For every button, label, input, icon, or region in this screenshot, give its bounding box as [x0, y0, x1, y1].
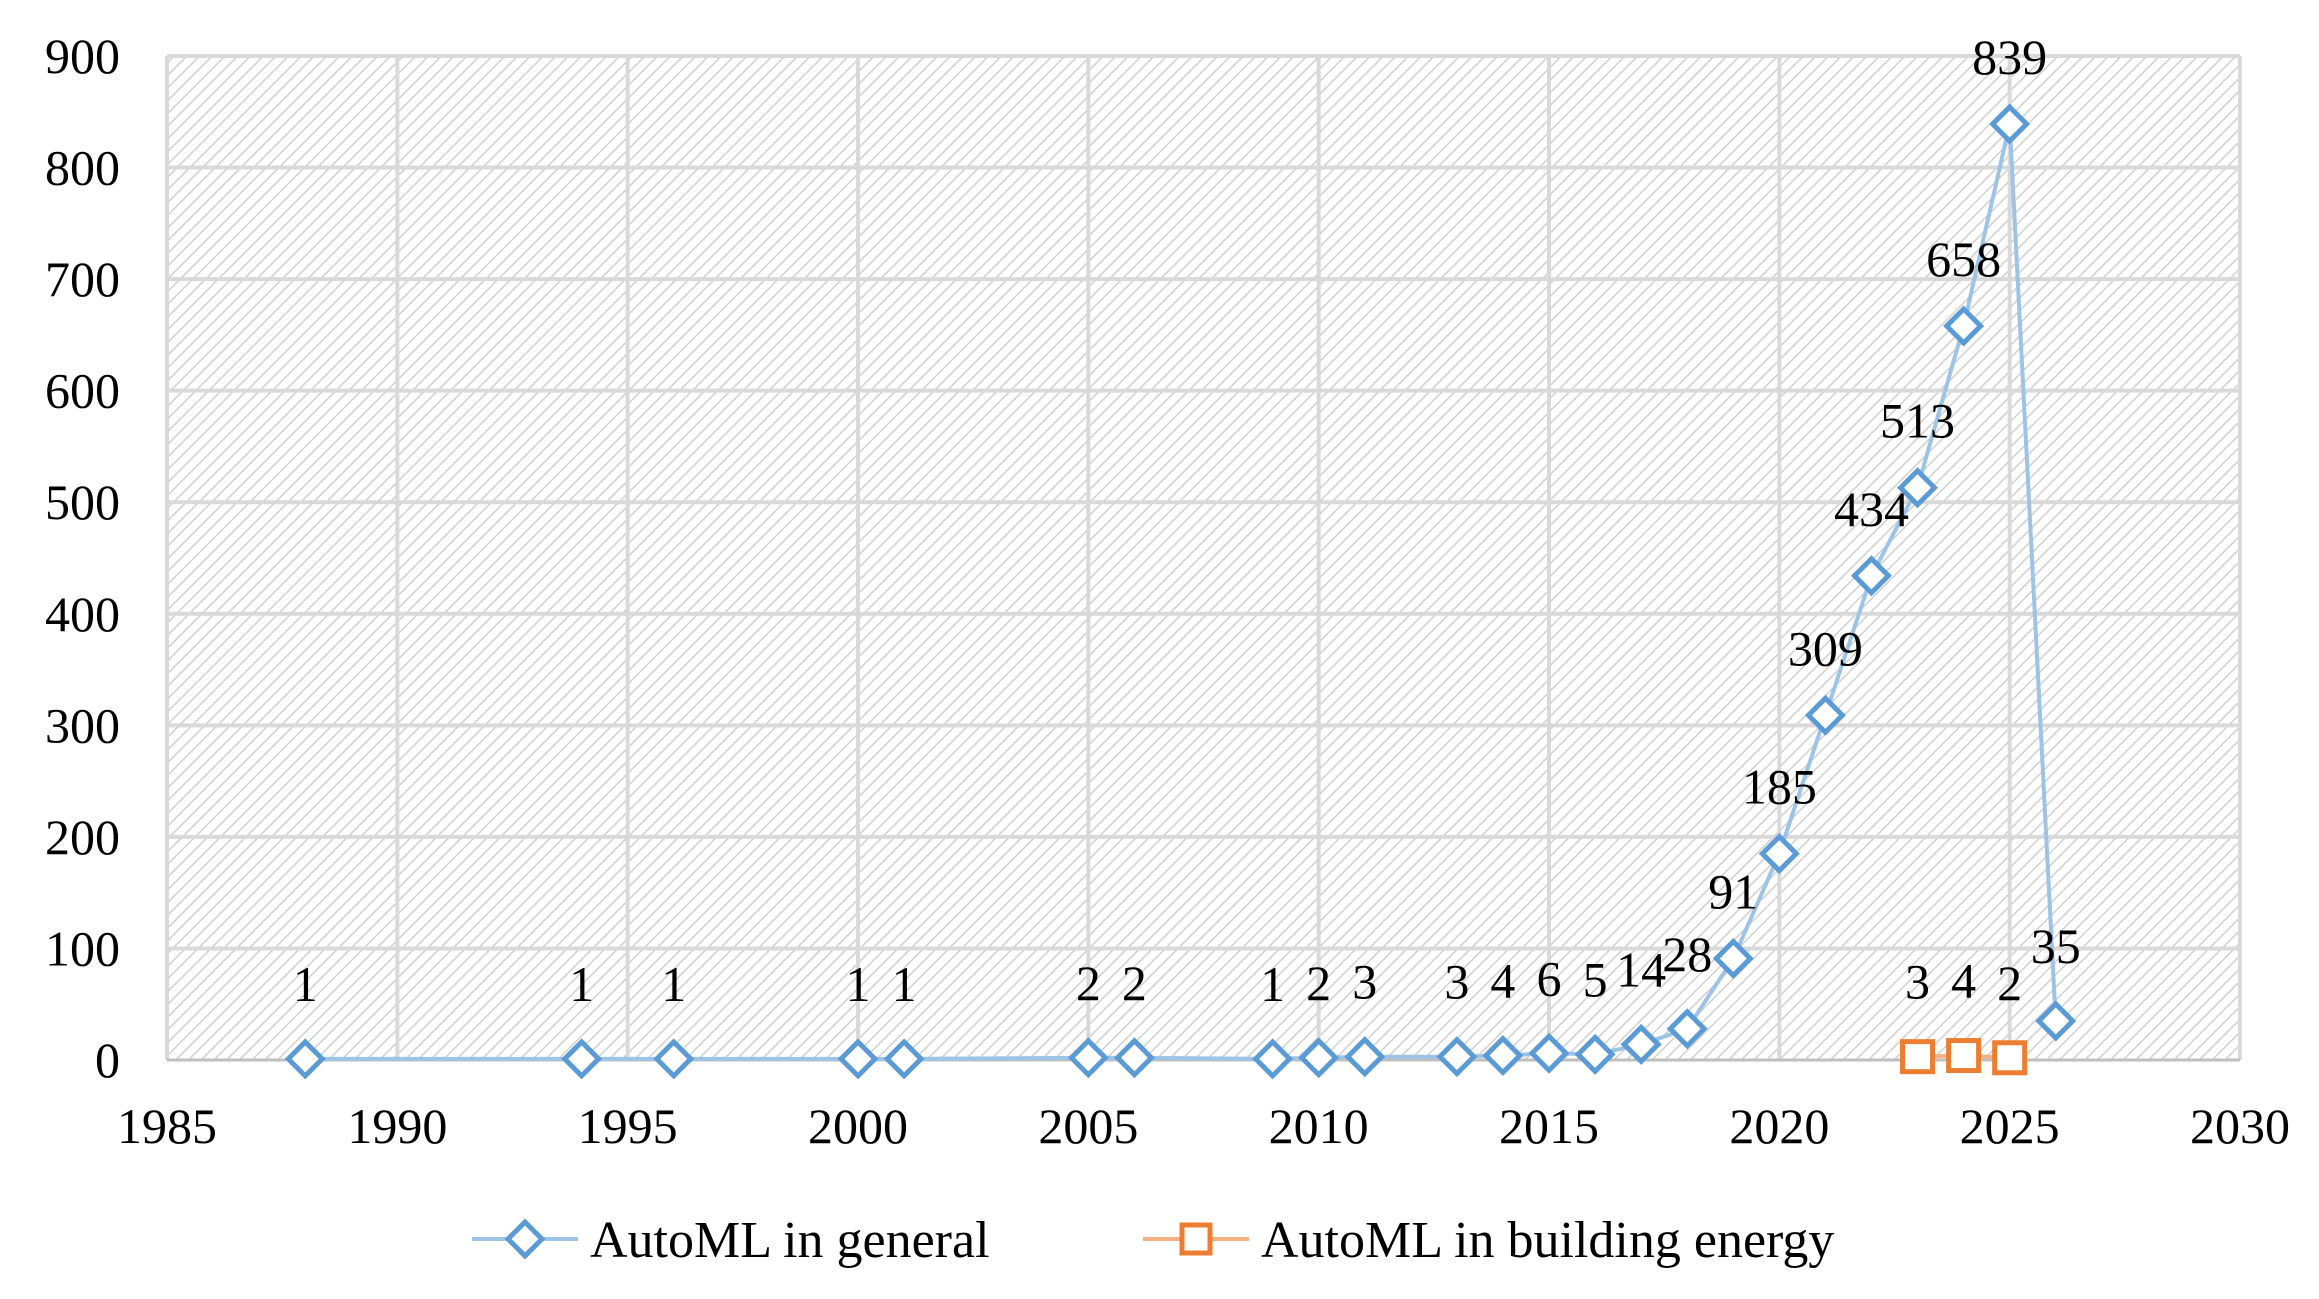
data-label-series0-12: 6 — [1537, 950, 1562, 1006]
data-point-series0-18 — [1804, 694, 1846, 736]
data-point-series1-0 — [1900, 1039, 1936, 1075]
data-label-series0-3: 1 — [846, 956, 871, 1012]
gridlines — [165, 54, 2242, 1060]
y-tick-label-500: 500 — [45, 474, 120, 530]
data-point-series0-3 — [837, 1038, 879, 1080]
x-tick-label-1995: 1995 — [578, 1098, 678, 1154]
data-label-series0-5: 2 — [1076, 955, 1101, 1011]
data-point-series0-4 — [883, 1038, 925, 1080]
data-point-series0-16 — [1712, 937, 1754, 979]
data-series — [284, 103, 2077, 1080]
x-tick-label-2000: 2000 — [808, 1098, 908, 1154]
y-tick-label-400: 400 — [45, 586, 120, 642]
data-label-series0-6: 2 — [1122, 955, 1147, 1011]
y-tick-label-900: 900 — [45, 28, 120, 84]
data-point-series0-21 — [1943, 305, 1985, 347]
legend-diamond-marker-icon — [504, 1218, 546, 1260]
y-tick-label-700: 700 — [45, 251, 120, 307]
y-tick-label-0: 0 — [95, 1032, 120, 1088]
x-tick-label-1990: 1990 — [347, 1098, 447, 1154]
legend-item-automl-general[interactable]: AutoML in general — [472, 1212, 990, 1269]
data-label-series0-11: 4 — [1490, 953, 1515, 1009]
data-point-series0-5 — [1067, 1037, 1109, 1079]
legend-item-automl-building-energy[interactable]: AutoML in building energy — [1143, 1212, 1834, 1269]
y-tick-label-200: 200 — [45, 809, 120, 865]
legend-square-marker-icon — [1179, 1222, 1213, 1256]
data-point-series0-8 — [1298, 1037, 1340, 1079]
data-label-series0-10: 3 — [1444, 954, 1469, 1010]
data-point-series0-0 — [284, 1038, 326, 1080]
data-label-series0-14: 14 — [1616, 941, 1666, 997]
x-tick-label-2005: 2005 — [1038, 1098, 1138, 1154]
x-tick-label-2015: 2015 — [1499, 1098, 1599, 1154]
data-label-series0-13: 5 — [1583, 951, 1608, 1007]
plot-area — [167, 56, 2240, 1060]
y-tick-label-800: 800 — [45, 140, 120, 196]
data-label-series0-20: 513 — [1880, 393, 1955, 449]
x-tick-label-2025: 2025 — [1960, 1098, 2060, 1154]
data-label-series0-19: 434 — [1834, 481, 1909, 537]
data-label-series0-18: 309 — [1788, 620, 1863, 676]
x-tick-label-2010: 2010 — [1269, 1098, 1369, 1154]
data-label-series0-15: 28 — [1662, 926, 1712, 982]
data-point-series0-14 — [1620, 1023, 1662, 1065]
data-label-series0-0: 1 — [293, 956, 318, 1012]
y-tick-label-100: 100 — [45, 920, 120, 976]
y-tick-label-600: 600 — [45, 363, 120, 419]
data-label-series0-7: 1 — [1260, 956, 1285, 1012]
x-tick-label-2030: 2030 — [2190, 1098, 2290, 1154]
data-point-series0-6 — [1113, 1037, 1155, 1079]
data-label-series1-0: 3 — [1905, 954, 1930, 1010]
data-point-series0-10 — [1436, 1036, 1478, 1078]
data-label-series1-2: 2 — [1997, 955, 2022, 1011]
x-tick-label-2020: 2020 — [1729, 1098, 1829, 1154]
data-label-series0-21: 658 — [1926, 231, 2001, 287]
legend-label-automl-general: AutoML in general — [590, 1212, 990, 1269]
data-label-series0-1: 1 — [569, 956, 594, 1012]
data-point-series0-7 — [1252, 1038, 1294, 1080]
data-point-series0-17 — [1758, 833, 1800, 875]
data-point-series0-15 — [1666, 1008, 1708, 1050]
data-label-series0-2: 1 — [661, 956, 686, 1012]
x-tick-label-1985: 1985 — [117, 1098, 217, 1154]
legend: AutoML in general AutoML in building ene… — [472, 1212, 1834, 1269]
axes: 0 100 200 300 400 500 600 700 800 900 1985 1990 1995… — [45, 28, 2290, 1154]
data-point-series0-9 — [1344, 1036, 1386, 1078]
data-point-series0-2 — [653, 1038, 695, 1080]
data-point-series0-23 — [2035, 1000, 2077, 1042]
data-label-series0-4: 1 — [892, 956, 917, 1012]
data-label-series0-8: 2 — [1306, 955, 1331, 1011]
data-point-series0-1 — [561, 1038, 603, 1080]
data-point-series0-11 — [1482, 1035, 1524, 1077]
data-label-series0-16: 91 — [1708, 863, 1758, 919]
data-point-series0-20 — [1897, 467, 1939, 509]
data-point-series0-19 — [1850, 555, 1892, 597]
data-label-series0-9: 3 — [1352, 954, 1377, 1010]
y-tick-label-300: 300 — [45, 697, 120, 753]
legend-label-automl-building-energy: AutoML in building energy — [1261, 1212, 1834, 1269]
data-label-series0-23: 35 — [2031, 918, 2081, 974]
data-label-series0-22: 839 — [1972, 29, 2047, 85]
data-point-series1-2 — [1992, 1040, 2028, 1076]
data-label-series1-1: 4 — [1951, 953, 1976, 1009]
data-point-series0-22 — [1989, 103, 2031, 145]
data-label-series0-17: 185 — [1742, 759, 1817, 815]
data-point-series0-13 — [1574, 1033, 1616, 1075]
data-point-series1-1 — [1946, 1038, 1982, 1074]
data-labels: 1 1 1 1 1 2 2 1 2 3 3 4 6 5 14289118530943451365883935… — [293, 29, 2081, 1012]
data-point-series0-12 — [1528, 1032, 1570, 1074]
